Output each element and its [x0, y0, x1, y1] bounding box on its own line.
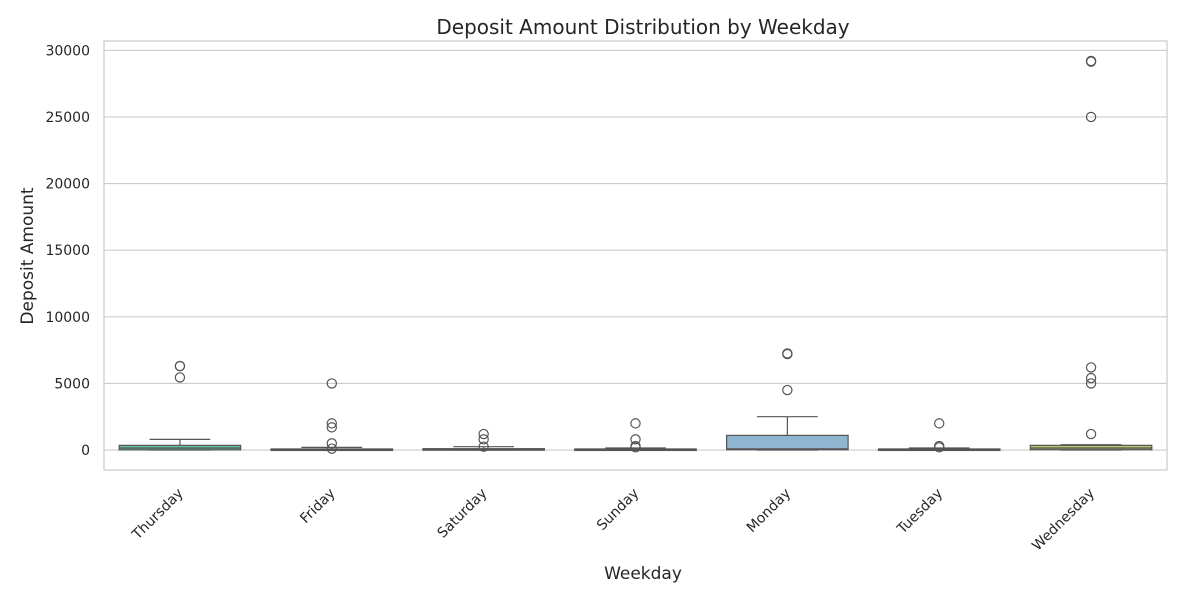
outlier-point — [1085, 372, 1097, 384]
outlier-point — [174, 360, 186, 372]
x-tick-label: Tuesday — [894, 486, 946, 538]
y-axis-label: Deposit Amount — [18, 187, 38, 325]
box-group-friday — [270, 378, 394, 454]
y-tick-label: 20000 — [45, 177, 90, 193]
tick-layer: 0 5000 10000 15000 20000 25000 30000 Thursday Fr… — [45, 43, 1097, 554]
x-tick-label: Thursday — [129, 486, 187, 544]
box-group-saturday — [422, 428, 545, 452]
outlier-point — [630, 434, 641, 445]
y-tick-label: 25000 — [45, 110, 90, 126]
box-group-monday — [726, 348, 849, 451]
box-group-tuesday — [877, 418, 1001, 453]
box-group-sunday — [574, 418, 697, 453]
outlier-point — [1085, 362, 1097, 373]
outlier-point — [630, 442, 641, 453]
y-tick-label: 15000 — [45, 243, 90, 259]
y-tick-label: 0 — [81, 443, 90, 459]
x-tick-label: Sunday — [594, 486, 642, 534]
x-tick-label: Friday — [297, 486, 338, 527]
outlier-point — [934, 442, 945, 453]
outlier-point — [478, 434, 489, 445]
outlier-point — [782, 348, 793, 359]
outlier-point — [326, 443, 337, 454]
outlier-point — [1085, 56, 1097, 67]
outlier-point — [630, 418, 641, 429]
outlier-point — [1085, 428, 1097, 440]
plot-frame — [103, 40, 1168, 471]
outlier-point — [326, 422, 337, 433]
x-tick-label: Monday — [744, 486, 794, 536]
outlier-point — [326, 378, 337, 389]
box-group-thursday — [118, 360, 242, 451]
x-axis-label: Weekday — [604, 564, 682, 584]
outlier-point — [478, 428, 489, 440]
chart-title: Deposit Amount Distribution by Weekday — [436, 15, 849, 39]
outlier-point — [1085, 111, 1097, 123]
outlier-point — [326, 438, 337, 449]
outlier-point — [326, 418, 337, 429]
y-tick-label: 5000 — [54, 376, 90, 392]
outlier-point — [478, 441, 489, 452]
outlier-point — [1085, 378, 1097, 389]
outlier-point — [934, 418, 945, 429]
outlier-point — [174, 372, 186, 383]
x-tick-label: Saturday — [435, 486, 491, 542]
box-layer — [118, 55, 1153, 454]
y-tick-label: 10000 — [45, 310, 90, 326]
x-tick-label: Wednesday — [1029, 486, 1098, 555]
box-iqr — [726, 434, 849, 451]
y-tick-label: 30000 — [45, 43, 90, 59]
grid-layer — [104, 49, 1167, 451]
box-group-wednesday — [1029, 55, 1153, 451]
outlier-point — [782, 384, 793, 396]
